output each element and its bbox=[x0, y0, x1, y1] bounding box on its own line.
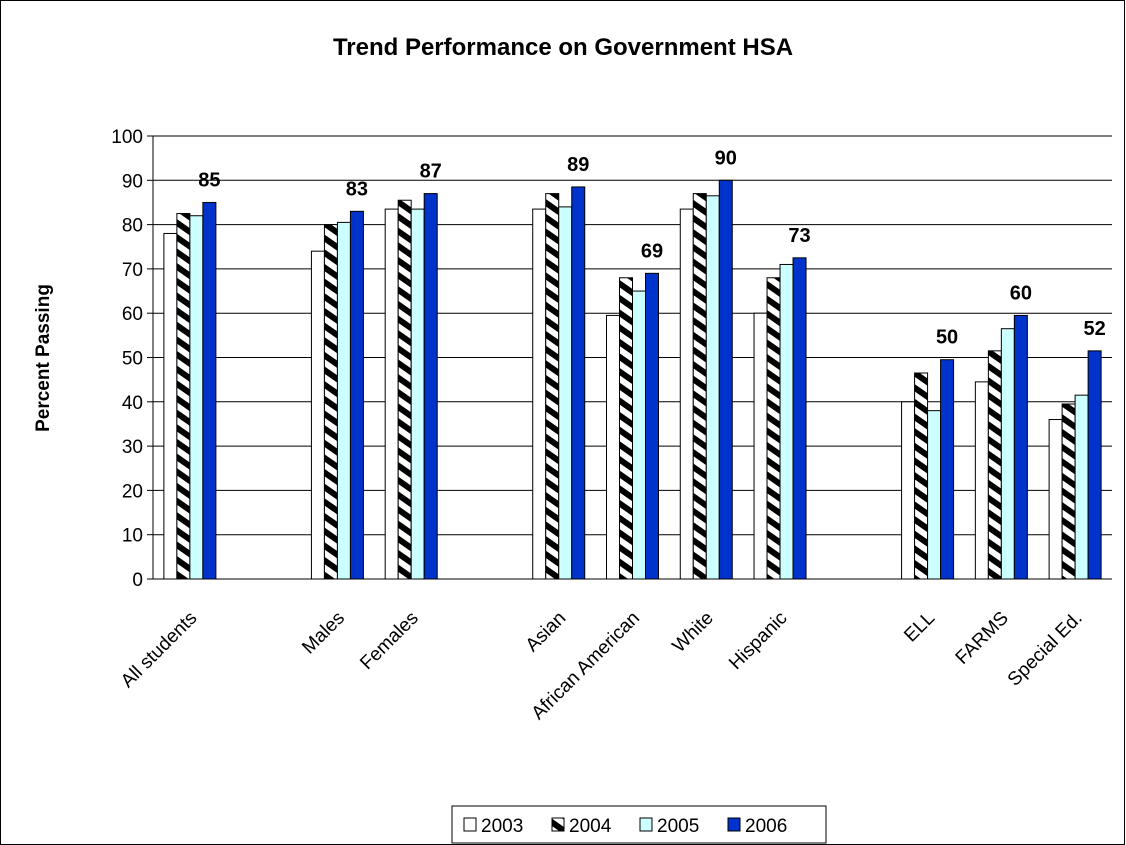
bar-2004 bbox=[914, 372, 929, 580]
y-tick-label: 70 bbox=[122, 260, 143, 281]
y-tick-label: 100 bbox=[111, 127, 143, 148]
bar-2006 bbox=[940, 359, 955, 580]
y-tick-label: 0 bbox=[132, 570, 143, 591]
bar-2003 bbox=[679, 208, 694, 580]
data-label: 50 bbox=[936, 327, 958, 349]
axes bbox=[152, 136, 1112, 580]
data-labels: 85 83 87 89 69 90 73 50 60 52 bbox=[198, 147, 1105, 348]
bar-2006 bbox=[1087, 350, 1102, 580]
bar-2005 bbox=[336, 221, 351, 580]
y-tick-label: 50 bbox=[122, 349, 143, 370]
bar-2004 bbox=[323, 224, 338, 580]
y-tick-label: 60 bbox=[122, 304, 143, 325]
legend-box bbox=[451, 805, 827, 844]
bar-2006 bbox=[645, 272, 659, 580]
bar-2005 bbox=[705, 195, 720, 580]
bar-2005 bbox=[632, 290, 646, 580]
data-label: 90 bbox=[715, 147, 737, 169]
bar-2006 bbox=[202, 201, 217, 580]
bar-2003 bbox=[753, 312, 768, 580]
bar-2003 bbox=[974, 381, 989, 580]
bar-2003 bbox=[1048, 419, 1063, 580]
data-label: 60 bbox=[1010, 282, 1032, 304]
legend: 2003 2004 2005 2006 bbox=[451, 805, 827, 844]
bar-2005 bbox=[558, 206, 573, 580]
bar-2003 bbox=[606, 314, 620, 580]
bar-2003 bbox=[384, 208, 399, 580]
legend-swatch-2004 bbox=[551, 817, 565, 832]
bar-2003 bbox=[532, 208, 547, 580]
bar-2003 bbox=[901, 401, 916, 580]
bar-2005 bbox=[410, 208, 425, 580]
bar-2006 bbox=[1013, 314, 1028, 580]
bar-2006 bbox=[423, 193, 438, 580]
data-label: 89 bbox=[567, 154, 589, 176]
y-tick-labels: 0 10 20 30 40 50 60 70 80 90 100 bbox=[111, 127, 143, 591]
bar-2004 bbox=[545, 193, 560, 580]
bar-2004 bbox=[176, 213, 191, 580]
bar-2004 bbox=[987, 350, 1002, 580]
bar-2005 bbox=[1000, 328, 1015, 580]
data-label: 83 bbox=[346, 178, 368, 200]
y-tick-label: 20 bbox=[122, 481, 143, 502]
bar-2005 bbox=[927, 410, 942, 580]
bar-2005 bbox=[1074, 394, 1089, 580]
data-label: 87 bbox=[420, 161, 442, 183]
bar-2005 bbox=[189, 215, 204, 580]
legend-label: 2004 bbox=[569, 816, 612, 837]
legend-swatch-2006 bbox=[727, 817, 741, 832]
legend-swatch-2003 bbox=[463, 817, 477, 832]
legend-swatch-2005 bbox=[639, 817, 653, 832]
y-tick-label: 30 bbox=[122, 437, 143, 458]
bar-2004 bbox=[766, 277, 781, 580]
bar-2004 bbox=[1061, 403, 1076, 580]
bar-2003 bbox=[310, 250, 325, 580]
bars bbox=[163, 179, 1102, 580]
chart-title: Trend Performance on Government HSA bbox=[333, 34, 793, 61]
y-axis-label: Percent Passing bbox=[33, 284, 54, 432]
legend-label: 2005 bbox=[657, 816, 699, 837]
data-label: 69 bbox=[641, 240, 663, 262]
bar-2004 bbox=[692, 193, 707, 580]
y-tick-label: 40 bbox=[122, 393, 143, 414]
data-label: 52 bbox=[1083, 318, 1105, 340]
y-tick-label: 90 bbox=[122, 171, 143, 192]
bar-2004 bbox=[619, 277, 633, 580]
bar-2006 bbox=[349, 210, 364, 580]
y-tick-label: 10 bbox=[122, 526, 143, 547]
data-label: 73 bbox=[788, 225, 810, 247]
legend-label: 2006 bbox=[745, 816, 787, 837]
y-tick-label: 80 bbox=[122, 216, 143, 237]
data-label: 85 bbox=[198, 169, 220, 191]
bar-2005 bbox=[779, 263, 794, 580]
bar-2006 bbox=[571, 186, 586, 580]
bar-2004 bbox=[397, 199, 412, 580]
legend-label: 2003 bbox=[481, 816, 523, 837]
bar-2006 bbox=[718, 179, 733, 580]
bar-2003 bbox=[163, 232, 178, 580]
bar-2006 bbox=[792, 257, 807, 580]
